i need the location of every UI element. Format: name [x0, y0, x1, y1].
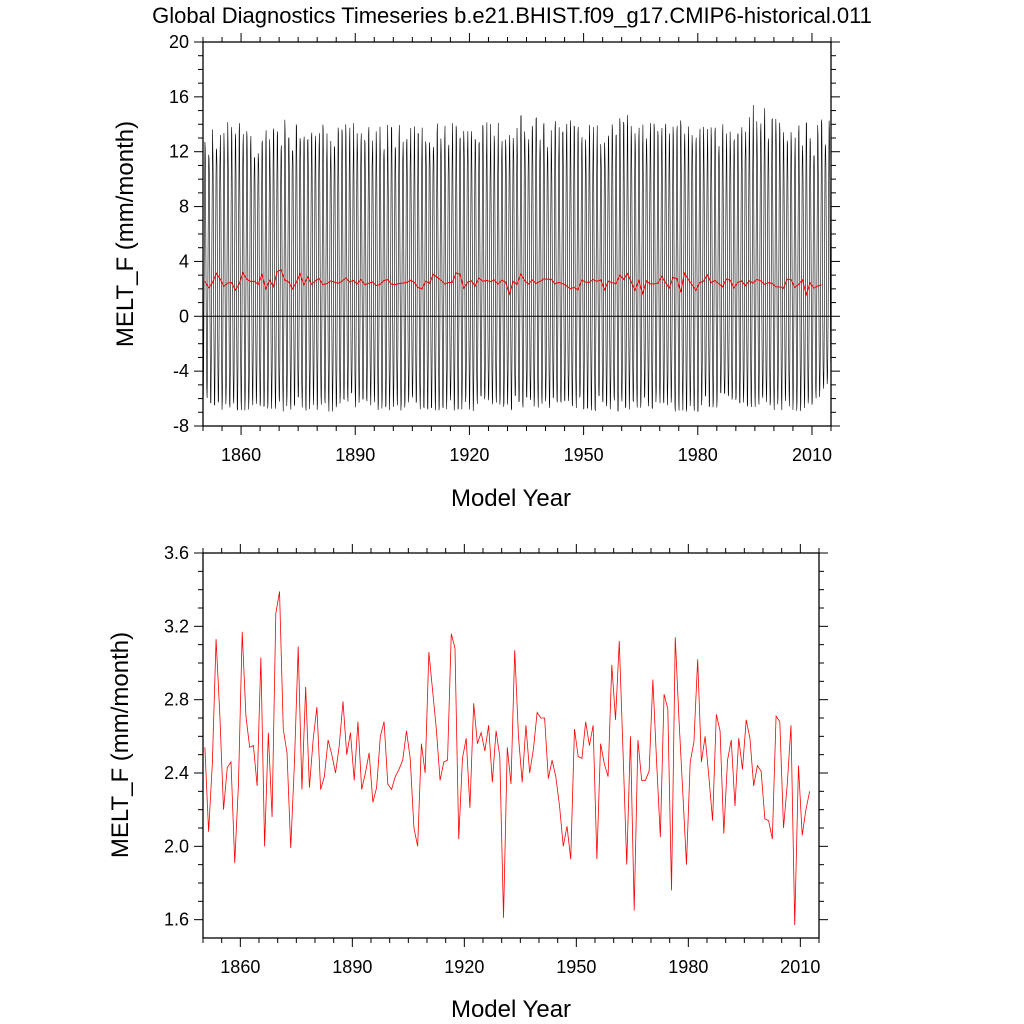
bottom-y-tick-label: 3.2 — [164, 616, 189, 636]
bottom-x-tick-label: 2010 — [780, 957, 820, 977]
top-y-tick-label: -8 — [173, 416, 189, 436]
top-x-tick-label: 1950 — [564, 445, 604, 465]
top-y-tick-label: 8 — [179, 197, 189, 217]
top-y-tick-label: -4 — [173, 361, 189, 381]
top-x-axis-label: Model Year — [451, 485, 571, 512]
bottom-x-tick-label: 1980 — [668, 957, 708, 977]
bottom-y-tick-label: 3.6 — [164, 543, 189, 563]
bottom-x-tick-label: 1890 — [332, 957, 372, 977]
top-x-tick-label: 1980 — [678, 445, 718, 465]
top-axes-ticks: 1860 1890 1920 1950 1980 2010 -8 -4 0 4 8 12 16 20 — [169, 32, 840, 465]
top-monthly-series-line — [202, 105, 831, 412]
top-x-tick-label: 1920 — [449, 445, 489, 465]
top-y-axis-label: MELT_F (mm/month) — [112, 121, 139, 347]
top-x-tick-label: 2010 — [792, 445, 832, 465]
bottom-annual-mean-series-line — [204, 591, 811, 926]
bottom-y-tick-label: 2.0 — [164, 836, 189, 856]
top-y-tick-label: 12 — [169, 142, 189, 162]
bottom-x-tick-label: 1920 — [444, 957, 484, 977]
bottom-y-tick-label: 2.4 — [164, 763, 189, 783]
top-panel-plot: 1860 1890 1920 1950 1980 2010 -8 -4 0 4 8 12 16 20 Mo… — [112, 32, 840, 512]
bottom-axes-ticks: 1860 1890 1920 1950 1980 2010 1.6 2.0 2.4 2.8 3.2 3… — [164, 543, 828, 977]
top-x-tick-label: 1860 — [221, 445, 261, 465]
bottom-plot-frame — [202, 552, 820, 939]
top-y-tick-label: 16 — [169, 87, 189, 107]
top-y-tick-label: 0 — [179, 306, 189, 326]
bottom-x-tick-label: 1950 — [556, 957, 596, 977]
figure-title: Global Diagnostics Timeseries b.e21.BHIS… — [152, 3, 872, 28]
bottom-y-axis-label: MELT_F (mm/month) — [107, 632, 134, 858]
top-y-tick-label: 20 — [169, 32, 189, 52]
bottom-y-tick-label: 2.8 — [164, 690, 189, 710]
top-y-tick-label: 4 — [179, 251, 189, 271]
bottom-x-tick-label: 1860 — [220, 957, 260, 977]
bottom-series-group — [204, 591, 811, 926]
top-annual-mean-series-line — [204, 269, 822, 297]
bottom-y-tick-label: 1.6 — [164, 910, 189, 930]
top-series-group — [202, 105, 831, 412]
top-x-tick-label: 1890 — [335, 445, 375, 465]
bottom-panel-plot: 1860 1890 1920 1950 1980 2010 1.6 2.0 2.4 2.8 3.2 3… — [107, 543, 828, 1023]
bottom-x-axis-label: Model Year — [451, 996, 571, 1023]
